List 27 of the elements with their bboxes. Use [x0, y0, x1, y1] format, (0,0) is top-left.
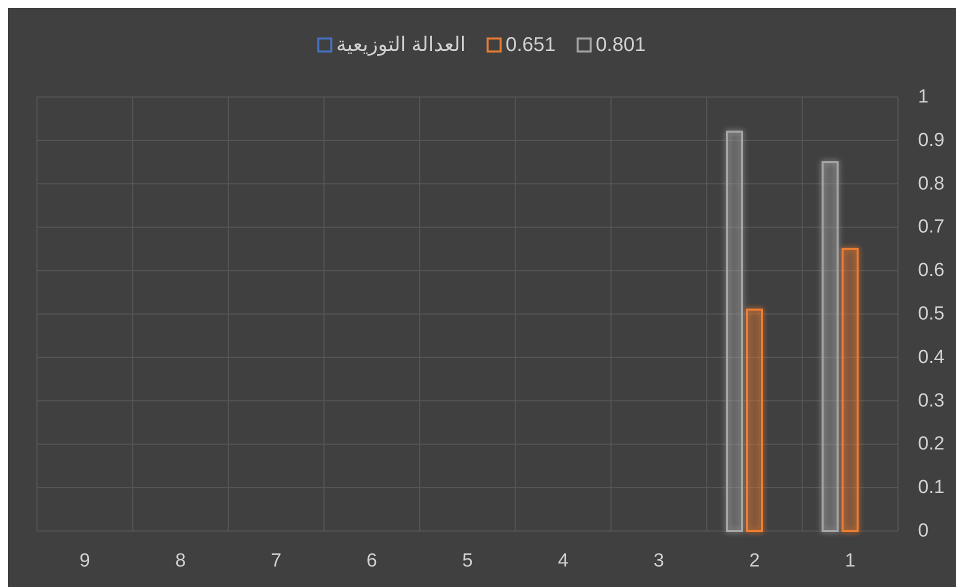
y-tick-label: 0.1 — [918, 477, 944, 498]
x-tick-label: 3 — [654, 550, 664, 572]
y-tick-label: 0.6 — [918, 260, 944, 282]
bar — [842, 248, 859, 532]
x-tick-label: 4 — [558, 550, 569, 572]
y-tick-label: 0.3 — [918, 390, 944, 412]
x-tick-label: 1 — [844, 550, 856, 572]
y-tick-label: 0.8 — [918, 173, 944, 194]
legend-label: 0.801 — [596, 34, 646, 56]
y-tick-label: 0.5 — [918, 304, 944, 324]
y-tick-label: 0.2 — [918, 434, 944, 455]
y-tick-label: 0.7 — [918, 216, 944, 238]
legend-label: 0.651 — [506, 34, 556, 56]
bar — [726, 130, 744, 532]
x-tick-label: 9 — [80, 550, 90, 572]
x-tick-label: 8 — [175, 550, 186, 572]
y-tick-label: 0.9 — [918, 130, 944, 151]
x-tick-label: 5 — [462, 550, 473, 572]
bar — [746, 308, 764, 532]
legend-label: العدالة التوزيعية — [336, 34, 466, 56]
x-tick-label: 6 — [366, 550, 378, 572]
x-tick-label: 7 — [270, 550, 282, 572]
bar — [822, 161, 839, 532]
y-tick-label: 1 — [918, 86, 929, 108]
x-tick-label: 2 — [749, 550, 760, 572]
y-tick-label: 0 — [918, 520, 929, 542]
y-tick-label: 0.4 — [918, 346, 945, 368]
